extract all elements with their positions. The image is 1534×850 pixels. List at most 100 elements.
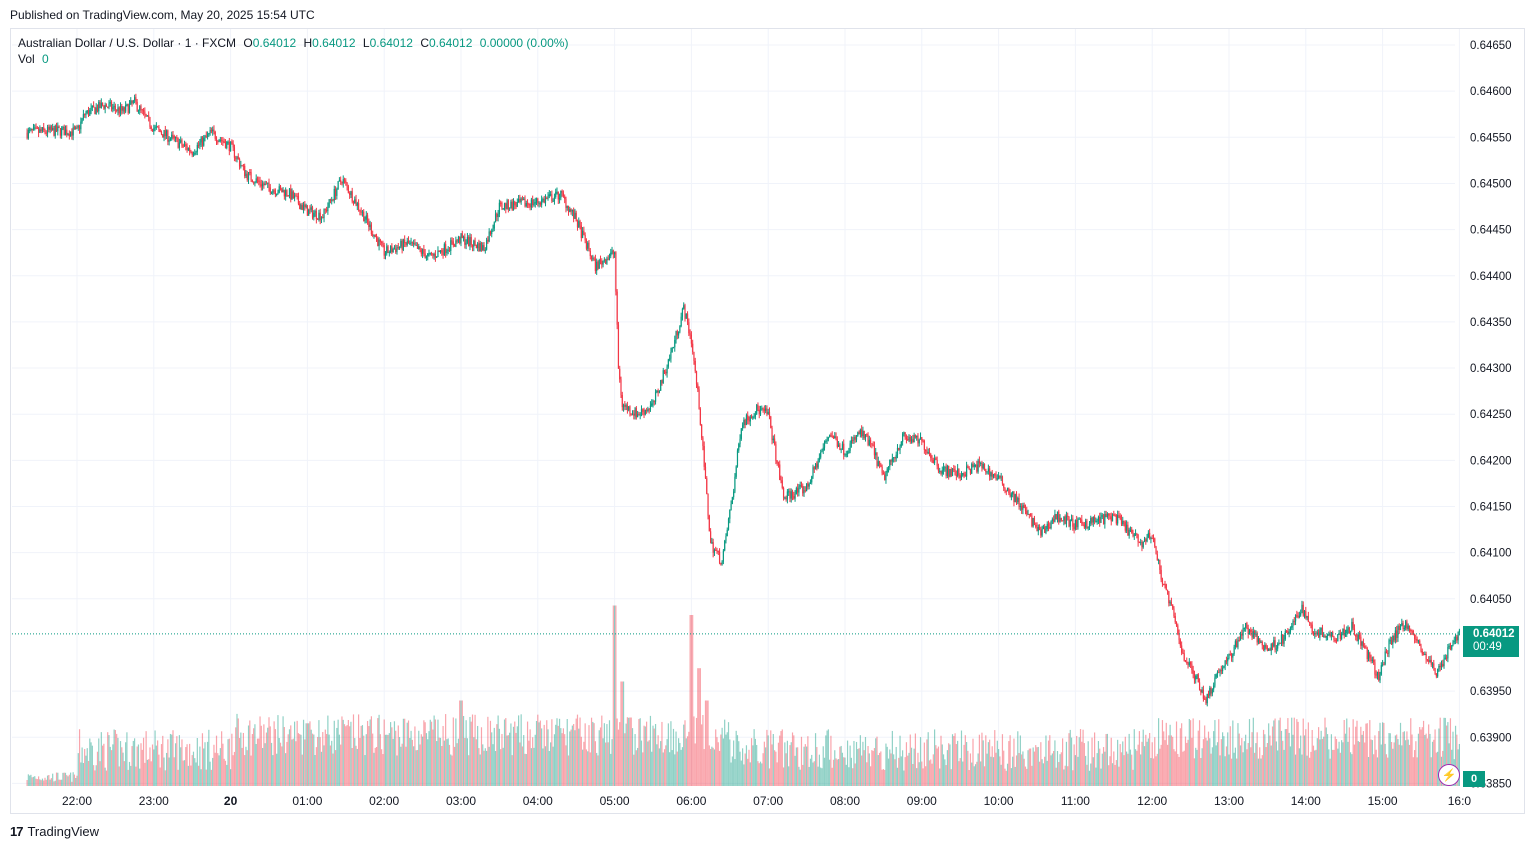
volume-bar <box>1216 742 1219 786</box>
candle-body <box>456 240 458 242</box>
volume-bar <box>811 754 813 786</box>
volume-bar <box>1365 723 1367 786</box>
volume-bar <box>1133 729 1135 786</box>
candle-body <box>201 137 204 146</box>
volume-bar <box>670 721 672 786</box>
volume-bar <box>708 745 710 786</box>
candle-body <box>1068 516 1070 527</box>
candle-body <box>134 97 136 101</box>
volume-bar <box>163 757 165 786</box>
volume-bars <box>26 605 1460 786</box>
candle-body <box>749 416 751 422</box>
candle-body <box>763 408 765 411</box>
volume-bar <box>686 736 689 786</box>
candle-body <box>931 458 933 460</box>
candle-body <box>1424 653 1426 655</box>
candle-body <box>580 225 582 238</box>
volume-bar <box>511 755 513 786</box>
candle-body <box>324 208 326 210</box>
volume-bar <box>781 729 783 786</box>
volume-bar <box>255 743 257 786</box>
volume-bar <box>1168 735 1170 786</box>
candle-body <box>1078 518 1080 520</box>
candle-body <box>1138 542 1140 544</box>
volume-bar <box>1357 741 1359 786</box>
volume-bar <box>560 728 562 786</box>
volume-bar <box>685 738 687 786</box>
volume-bar <box>282 716 284 786</box>
volume-bar <box>757 761 759 786</box>
volume-bar <box>1454 725 1457 786</box>
volume-bar <box>789 745 791 786</box>
candle-body <box>562 192 564 197</box>
volume-bar <box>227 739 229 786</box>
volume-bar <box>814 733 817 786</box>
candle-body <box>1027 513 1029 515</box>
volume-bar <box>332 753 334 786</box>
volume-bar <box>41 778 44 786</box>
candle-body <box>428 253 430 255</box>
candle-body <box>185 144 187 147</box>
candle-body <box>287 195 289 197</box>
volume-bar <box>1124 736 1126 786</box>
candle-body <box>160 131 163 135</box>
candle-body <box>264 183 266 186</box>
candle-body <box>651 403 653 406</box>
candle-body <box>896 447 899 455</box>
volume-bar <box>634 734 636 786</box>
candle-body <box>1091 518 1093 523</box>
lightning-icon[interactable]: ⚡ <box>1438 764 1460 786</box>
volume-bar <box>807 736 809 786</box>
volume-bar <box>365 734 367 786</box>
candle-body <box>638 414 640 416</box>
volume-bar <box>1044 756 1046 786</box>
volume-bar <box>1209 738 1211 786</box>
candle-body <box>843 443 845 455</box>
candle-body <box>644 409 646 415</box>
volume-bar <box>1161 720 1164 786</box>
legend-vol-value: 0 <box>42 52 49 66</box>
candle-body <box>1174 616 1176 623</box>
candle-body <box>1243 627 1245 629</box>
volume-bar <box>1049 735 1051 786</box>
candle-body <box>1411 630 1413 632</box>
candle-body <box>899 446 901 450</box>
volume-bar <box>740 760 742 786</box>
candle-body <box>388 252 390 254</box>
volume-bar <box>1131 754 1133 786</box>
candle-body <box>432 254 434 256</box>
candle-body <box>795 488 797 494</box>
volume-bar <box>998 749 1000 786</box>
candle-body <box>863 430 865 439</box>
candle-body <box>255 178 257 183</box>
candle-body <box>27 130 29 139</box>
candle-body <box>945 467 947 476</box>
volume-bar <box>75 777 77 786</box>
volume-bar <box>679 742 681 786</box>
volume-bar <box>355 745 357 786</box>
candle-body <box>698 389 700 409</box>
volume-bar <box>987 742 989 786</box>
candle-body <box>590 256 593 260</box>
volume-bar <box>501 733 503 786</box>
volume-bar <box>1334 736 1336 786</box>
candle-body <box>268 182 270 188</box>
candle-body <box>1361 641 1363 646</box>
volume-bar <box>816 747 818 786</box>
volume-bar <box>429 719 431 786</box>
candle-body <box>524 198 526 207</box>
candle-body <box>612 250 614 255</box>
volume-bar <box>786 740 788 786</box>
volume-bar <box>1344 733 1347 786</box>
footer-brand[interactable]: 17 TradingView <box>10 824 99 839</box>
volume-bar <box>544 746 547 786</box>
volume-bar <box>1417 733 1420 786</box>
volume-bar <box>122 752 124 786</box>
y-tick-label: 0.64350 <box>1470 317 1512 329</box>
volume-bar <box>1081 741 1083 786</box>
candle-body <box>826 439 828 442</box>
volume-bar <box>208 729 210 786</box>
volume-bar <box>1298 748 1300 786</box>
candle-body <box>279 186 282 189</box>
